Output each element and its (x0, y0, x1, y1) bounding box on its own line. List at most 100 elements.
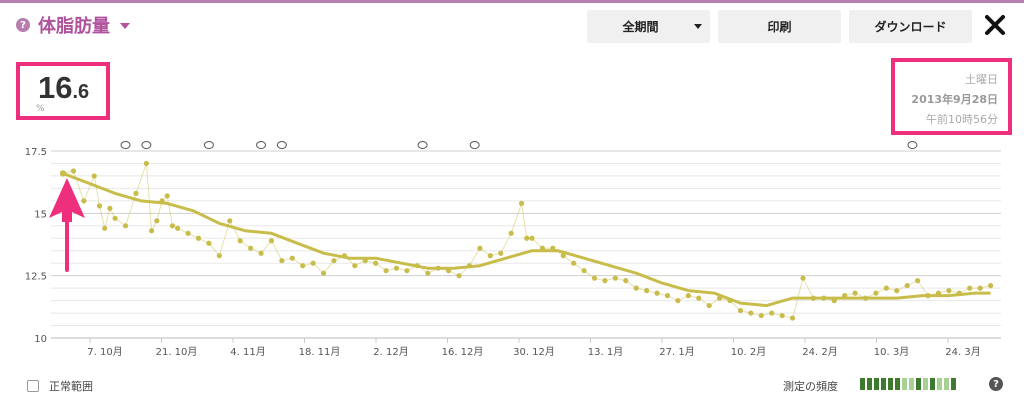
reading-point[interactable] (362, 258, 368, 264)
reading-point[interactable] (175, 225, 181, 231)
reading-point[interactable] (748, 310, 754, 316)
reading-point[interactable] (91, 173, 97, 179)
reading-point[interactable] (227, 218, 233, 224)
reading-point[interactable] (414, 263, 420, 269)
download-button[interactable]: ダウンロード (849, 10, 972, 43)
reading-point[interactable] (518, 200, 525, 206)
reading-point[interactable] (675, 298, 681, 304)
comment-marker-icon[interactable] (203, 141, 214, 149)
reading-point[interactable] (956, 290, 962, 296)
reading-point[interactable] (102, 225, 108, 231)
reading-point[interactable] (894, 288, 900, 294)
reading-point[interactable] (435, 265, 441, 271)
reading-point[interactable] (831, 298, 837, 304)
reading-point[interactable] (769, 310, 775, 316)
reading-point[interactable] (883, 285, 889, 291)
comment-marker-icon[interactable] (141, 141, 152, 149)
comment-marker-icon[interactable] (907, 141, 918, 149)
reading-point[interactable] (529, 235, 535, 241)
reading-point[interactable] (164, 193, 170, 199)
reading-point[interactable] (154, 218, 160, 224)
reading-point[interactable] (466, 263, 473, 269)
comment-marker-icon[interactable] (120, 141, 131, 149)
reading-point[interactable] (185, 230, 191, 236)
reading-point[interactable] (612, 275, 618, 281)
reading-point[interactable] (539, 245, 546, 251)
chevron-down-icon[interactable] (120, 23, 130, 29)
reading-point[interactable] (524, 235, 530, 241)
reading-point[interactable] (842, 293, 848, 299)
reading-point[interactable] (664, 293, 671, 299)
reading-point[interactable] (289, 255, 295, 261)
help-circle-icon[interactable]: ? (989, 377, 1003, 391)
reading-point[interactable] (300, 263, 306, 269)
reading-point[interactable] (133, 190, 139, 196)
reading-point[interactable] (654, 290, 660, 296)
reading-point[interactable] (258, 250, 264, 256)
reading-point[interactable] (727, 298, 733, 304)
reading-point[interactable] (60, 170, 66, 177)
reading-point[interactable] (352, 263, 358, 269)
reading-point[interactable] (915, 278, 921, 284)
reading-point[interactable] (498, 250, 504, 256)
question-circle-icon[interactable]: ? (16, 18, 30, 32)
reading-point[interactable] (81, 198, 87, 204)
period-select[interactable]: 全期間 (587, 10, 710, 43)
reading-point[interactable] (248, 245, 254, 251)
reading-point[interactable] (852, 290, 858, 296)
reading-point[interactable] (810, 295, 817, 301)
reading-point[interactable] (487, 253, 493, 259)
reading-point[interactable] (268, 238, 275, 244)
reading-point[interactable] (143, 160, 149, 167)
readings-series[interactable] (60, 160, 994, 321)
close-x-icon[interactable] (984, 14, 1006, 36)
reading-point[interactable] (862, 295, 869, 301)
reading-point[interactable] (696, 295, 702, 301)
print-button[interactable]: 印刷 (718, 10, 841, 43)
reading-point[interactable] (373, 260, 379, 266)
normal-range-checkbox[interactable] (27, 380, 39, 392)
reading-point[interactable] (112, 215, 118, 221)
metric-title[interactable]: 体脂肪量 (38, 16, 110, 37)
reading-point[interactable] (393, 265, 400, 271)
reading-point[interactable] (789, 315, 796, 321)
reading-point[interactable] (737, 307, 744, 314)
reading-point[interactable] (987, 283, 994, 289)
reading-point[interactable] (873, 290, 879, 296)
comment-marker-icon[interactable] (256, 141, 267, 149)
reading-point[interactable] (195, 235, 202, 241)
reading-point[interactable] (206, 240, 212, 246)
reading-point[interactable] (935, 290, 942, 296)
reading-point[interactable] (477, 245, 483, 251)
reading-point[interactable] (70, 168, 77, 174)
comment-marker-icon[interactable] (276, 141, 287, 149)
reading-point[interactable] (581, 268, 587, 274)
metric-header[interactable]: ? 体脂肪量 (16, 12, 130, 38)
reading-point[interactable] (706, 302, 712, 309)
reading-point[interactable] (237, 238, 243, 244)
reading-point[interactable] (977, 285, 983, 291)
comment-marker-icon[interactable] (417, 141, 428, 149)
reading-point[interactable] (159, 198, 165, 204)
reading-point[interactable] (685, 293, 691, 299)
annotation-markers[interactable] (120, 141, 918, 149)
reading-point[interactable] (341, 253, 347, 259)
reading-point[interactable] (821, 295, 827, 301)
selected-point[interactable] (59, 170, 67, 177)
reading-point[interactable] (331, 258, 337, 264)
reading-point[interactable] (571, 260, 577, 266)
reading-point[interactable] (425, 270, 431, 276)
reading-point[interactable] (800, 275, 806, 281)
reading-point[interactable] (644, 288, 650, 294)
reading-point[interactable] (967, 285, 973, 291)
reading-point[interactable] (96, 203, 103, 209)
reading-point[interactable] (550, 245, 556, 251)
reading-point[interactable] (446, 268, 452, 274)
reading-point[interactable] (602, 278, 608, 284)
reading-point[interactable] (456, 273, 462, 279)
reading-point[interactable] (404, 268, 410, 274)
reading-point[interactable] (169, 223, 176, 229)
reading-point[interactable] (717, 295, 723, 301)
reading-point[interactable] (779, 312, 785, 319)
